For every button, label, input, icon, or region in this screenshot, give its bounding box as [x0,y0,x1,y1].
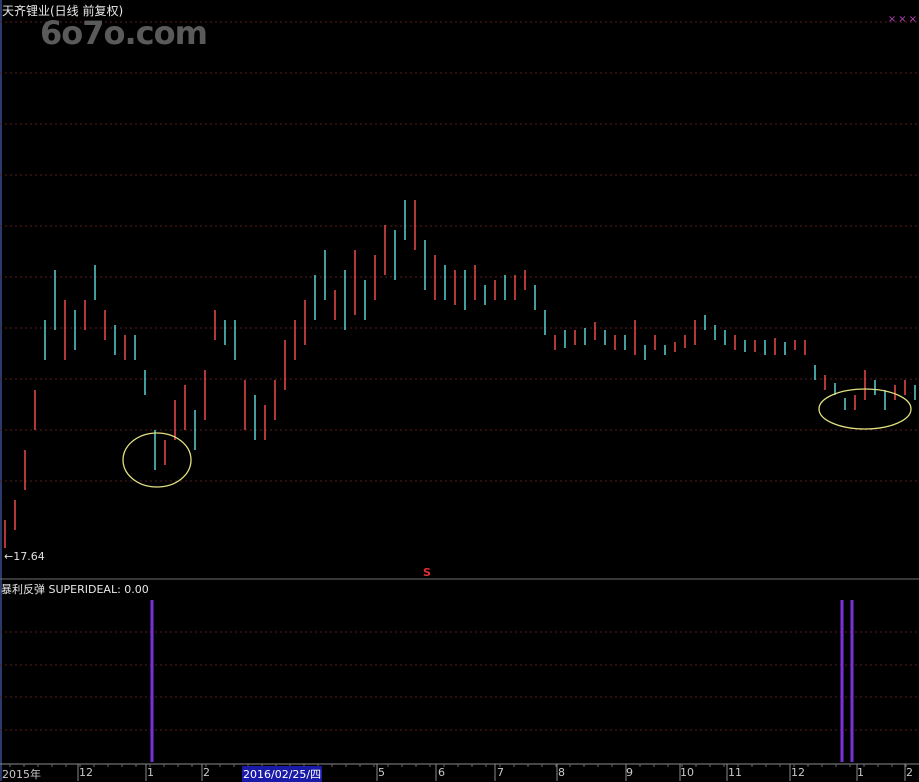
x-label: 6 [438,766,445,779]
highlight-ellipse-right [818,388,912,430]
x-label: 12 [791,766,805,779]
x-label: 11 [728,766,742,779]
indicator-grid [0,631,919,731]
x-label: 10 [680,766,694,779]
x-cursor-date: 2016/02/25/四 [242,766,323,782]
signal-bars [150,600,854,762]
x-label: 1 [147,766,154,779]
corner-marks: ××× [887,14,919,25]
min-price-label: ←17.64 [4,550,45,563]
price-bars [4,200,916,548]
watermark-logo: 6o7o.com [40,14,208,52]
x-label: 5 [378,766,385,779]
main-grid [0,21,919,482]
x-label: 2015年 [2,768,41,781]
x-label: 2 [906,766,913,779]
x-label: 8 [558,766,565,779]
x-label: 9 [626,766,633,779]
x-label: 2 [203,766,210,779]
x-label: 12 [79,766,93,779]
event-marker-icon[interactable]: S [423,566,431,579]
x-label: 7 [497,766,504,779]
highlight-ellipse-left [122,432,192,488]
x-axis-ticks [9,764,907,781]
x-label: 1 [857,766,864,779]
indicator-title: 暴利反弹 SUPERIDEAL: 0.00 [1,583,149,596]
chart-title: 天齐锂业(日线 前复权) [2,4,124,18]
